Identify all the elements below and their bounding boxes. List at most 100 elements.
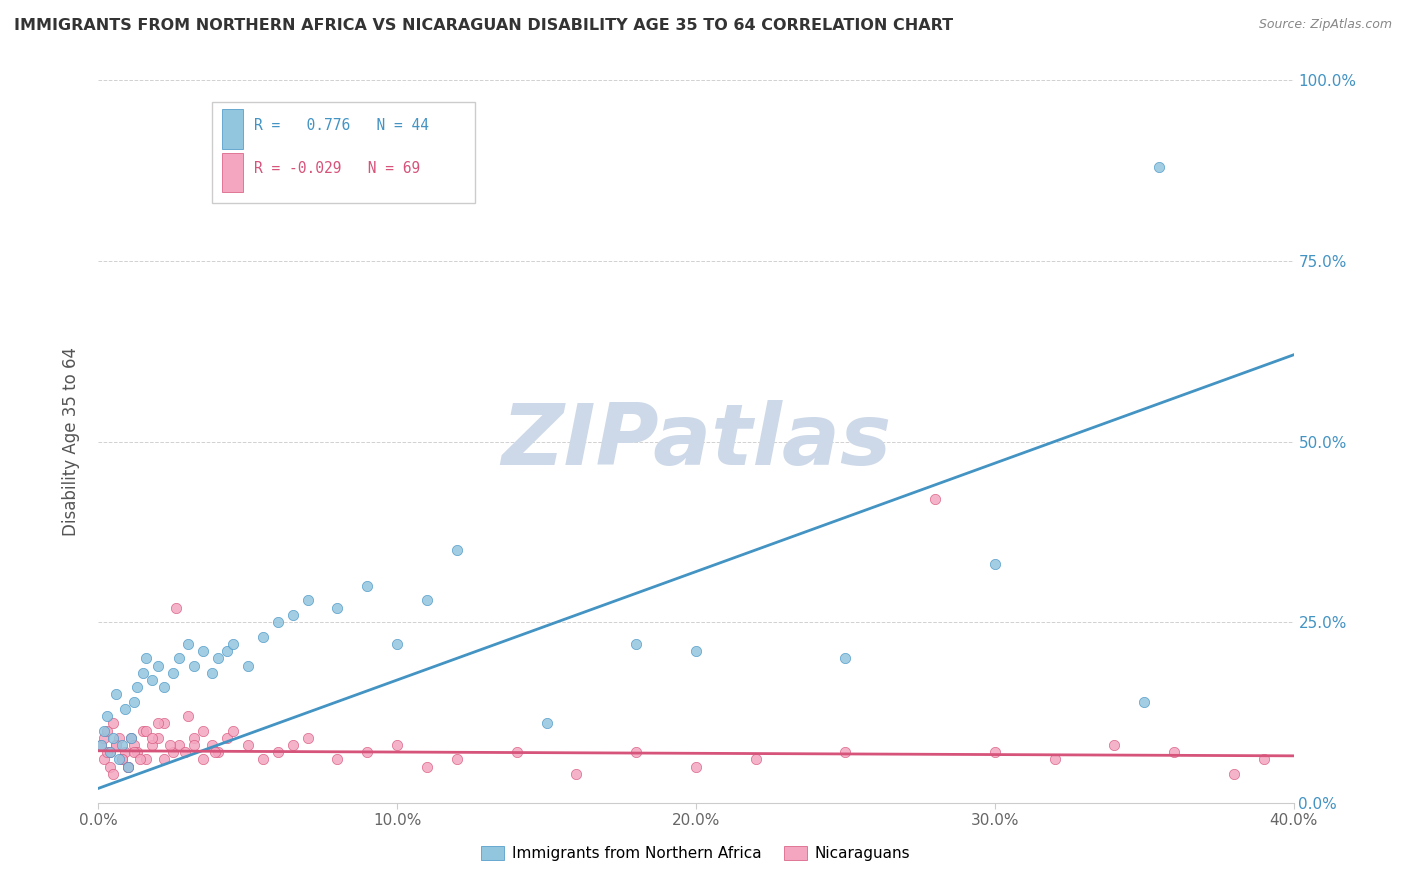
Point — [111, 752, 134, 766]
Point — [984, 745, 1007, 759]
Point — [834, 745, 856, 759]
Point — [201, 665, 224, 680]
Point — [191, 752, 214, 766]
Point — [141, 731, 163, 745]
Point — [162, 745, 184, 759]
Point — [385, 738, 409, 752]
Point — [90, 738, 112, 752]
Point — [1223, 767, 1246, 781]
Point — [565, 767, 588, 781]
Point — [416, 593, 439, 607]
Point — [281, 607, 304, 622]
Point — [90, 738, 112, 752]
Point — [108, 752, 131, 766]
Text: IMMIGRANTS FROM NORTHERN AFRICA VS NICARAGUAN DISABILITY AGE 35 TO 64 CORRELATIO: IMMIGRANTS FROM NORTHERN AFRICA VS NICAR… — [14, 18, 953, 33]
Point — [153, 752, 176, 766]
Point — [93, 723, 115, 738]
Point — [141, 673, 163, 687]
Point — [356, 579, 378, 593]
Point — [98, 760, 122, 774]
Legend: Immigrants from Northern Africa, Nicaraguans: Immigrants from Northern Africa, Nicarag… — [475, 840, 917, 867]
Point — [222, 637, 245, 651]
Point — [127, 745, 149, 759]
Point — [1104, 738, 1126, 752]
Point — [159, 738, 181, 752]
Point — [148, 658, 170, 673]
Point — [120, 731, 142, 745]
Point — [201, 738, 224, 752]
Point — [98, 745, 122, 759]
Point — [132, 665, 155, 680]
Point — [191, 723, 214, 738]
Point — [103, 731, 125, 745]
Bar — [222, 109, 243, 149]
Point — [103, 767, 125, 781]
Text: R = -0.029   N = 69: R = -0.029 N = 69 — [254, 161, 420, 176]
Text: ZIPatlas: ZIPatlas — [501, 400, 891, 483]
Point — [1147, 160, 1170, 174]
Point — [120, 731, 142, 745]
Point — [222, 723, 245, 738]
Point — [267, 615, 290, 630]
Point — [207, 745, 229, 759]
Point — [141, 738, 163, 752]
Point — [117, 760, 139, 774]
Point — [506, 745, 529, 759]
Point — [111, 738, 134, 752]
Point — [183, 658, 205, 673]
Point — [326, 600, 349, 615]
Point — [252, 752, 274, 766]
Point — [96, 709, 118, 723]
Point — [135, 752, 157, 766]
Point — [215, 731, 238, 745]
Point — [177, 637, 200, 651]
Point — [183, 738, 205, 752]
Point — [124, 738, 146, 752]
Point — [326, 752, 349, 766]
Point — [685, 644, 707, 658]
Point — [148, 716, 170, 731]
Point — [135, 651, 157, 665]
Point — [252, 630, 274, 644]
Y-axis label: Disability Age 35 to 64: Disability Age 35 to 64 — [62, 347, 80, 536]
Point — [124, 745, 146, 759]
Point — [167, 738, 190, 752]
Point — [385, 637, 409, 651]
Point — [834, 651, 856, 665]
Point — [96, 745, 118, 759]
Point — [117, 760, 139, 774]
Point — [162, 665, 184, 680]
Point — [96, 723, 118, 738]
Point — [174, 745, 197, 759]
Point — [236, 738, 259, 752]
Point — [297, 593, 319, 607]
Point — [105, 687, 128, 701]
Point — [93, 752, 115, 766]
Point — [135, 723, 157, 738]
Point — [153, 716, 176, 731]
Point — [114, 745, 136, 759]
Point — [148, 731, 170, 745]
Point — [685, 760, 707, 774]
Point — [356, 745, 378, 759]
Text: Source: ZipAtlas.com: Source: ZipAtlas.com — [1258, 18, 1392, 31]
Point — [93, 731, 115, 745]
Point — [177, 709, 200, 723]
Point — [626, 637, 648, 651]
Point — [204, 745, 226, 759]
Point — [132, 723, 155, 738]
Point — [1253, 752, 1275, 766]
Point — [626, 745, 648, 759]
Point — [984, 558, 1007, 572]
Point — [1163, 745, 1185, 759]
Point — [124, 695, 146, 709]
Point — [924, 492, 946, 507]
Point — [215, 644, 238, 658]
Point — [207, 651, 229, 665]
Point — [281, 738, 304, 752]
Point — [167, 651, 190, 665]
Point — [236, 658, 259, 673]
Point — [191, 644, 214, 658]
Point — [745, 752, 768, 766]
Point — [117, 760, 139, 774]
